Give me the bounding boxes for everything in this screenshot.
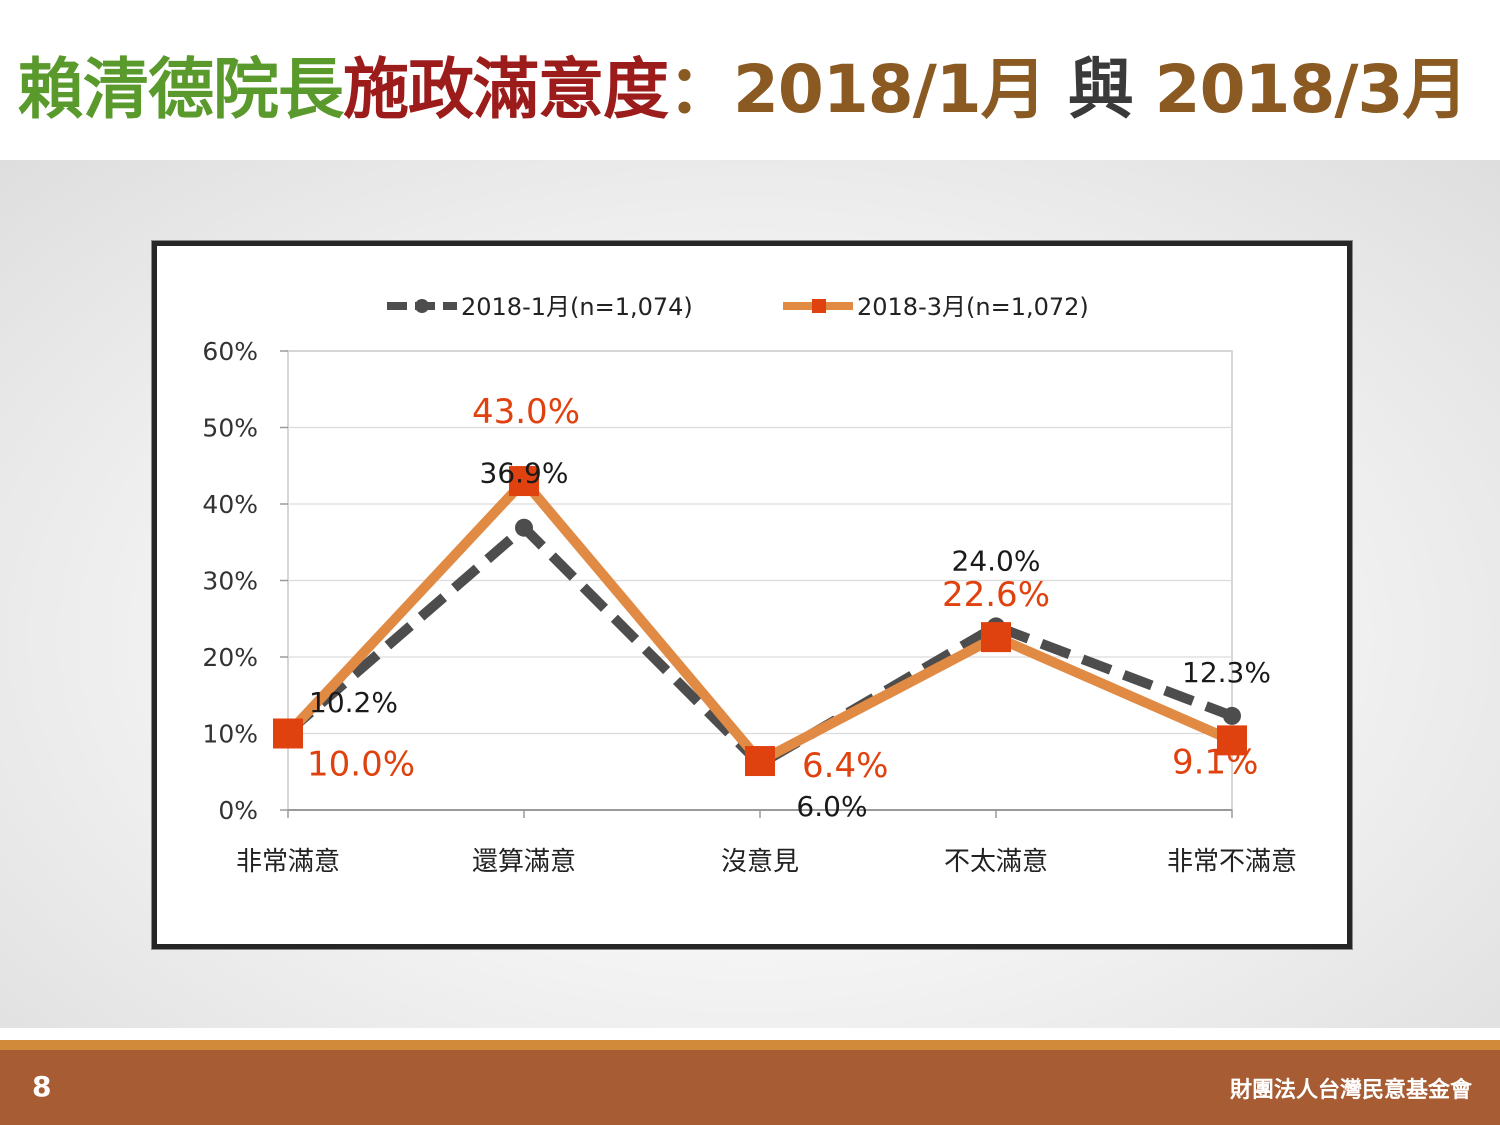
data-label-2018-jan: 12.3% [1182,656,1271,689]
series-point-2018-mar [745,746,775,777]
title-name: 賴清德院長 [18,51,344,128]
series-point-2018-mar [1217,725,1247,756]
legend-marker-2018-jan [415,299,429,313]
x-tick-label: 不太滿意 [944,847,1048,877]
series-line-2018-jan [284,522,1234,770]
title-period-2: 2018/3月 [1132,51,1469,128]
y-tick-label: 30% [202,567,258,596]
y-tick-label: 40% [202,490,258,519]
chart-frame: 0% 10% 20% 30% 40% 50% 60% 非常滿意 還算滿意 沒意見 不太滿意 非常不滿意… [152,241,1352,949]
x-tick-label: 還算滿意 [472,847,576,877]
title-topic: 施政滿意度 [343,51,669,128]
footer-accent-line [0,1040,1500,1050]
data-label-2018-mar: 43.0% [472,392,580,432]
data-label-2018-jan: 10.2% [309,686,398,719]
x-tick-label: 非常不滿意 [1167,847,1297,877]
data-label-2018-jan: 6.0% [796,790,867,823]
line-chart: 0% 10% 20% 30% 40% 50% 60% 非常滿意 還算滿意 沒意見 不太滿意 非常不滿意… [202,293,1297,877]
x-tick-label: 非常滿意 [236,847,340,877]
title-conjunction: 與 [1067,51,1134,128]
data-label-2018-mar: 6.4% [802,746,888,786]
legend-label-2018-mar: 2018-3月(n=1,072) [857,293,1089,321]
slide-title: 賴清德院長施政滿意度：2018/1月 與 2018/3月 [18,40,1469,140]
page-number: 8 [32,1070,52,1103]
y-tick-label: 60% [202,337,258,366]
organization-name: 財團法人台灣民意基金會 [1229,1078,1472,1103]
title-period-1: ：2018/1月 [668,51,1068,128]
data-label-2018-mar: 10.0% [307,745,415,785]
y-tick-label: 0% [218,796,258,825]
legend-marker-2018-mar [812,299,826,313]
y-tick-label: 20% [202,643,258,672]
series-point-2018-mar [981,622,1011,653]
x-tick-label: 沒意見 [721,847,799,877]
data-label-2018-jan: 36.9% [480,457,569,490]
y-tick-label: 10% [202,720,258,749]
data-label-2018-jan: 24.0% [952,544,1041,577]
y-tick-label: 50% [202,414,258,443]
series-point-2018-mar [509,466,539,497]
data-label-2018-mar: 22.6% [942,575,1050,615]
series-point-2018-jan [1223,706,1241,725]
footer-bar: 8 財團法人台灣民意基金會 [0,1050,1500,1125]
legend-label-2018-jan: 2018-1月(n=1,074) [461,293,693,321]
series-point-2018-mar [273,718,303,749]
series-point-2018-jan [515,518,533,537]
data-label-2018-mar: 9.1% [1172,742,1258,782]
series-line-2018-mar [284,473,1235,768]
